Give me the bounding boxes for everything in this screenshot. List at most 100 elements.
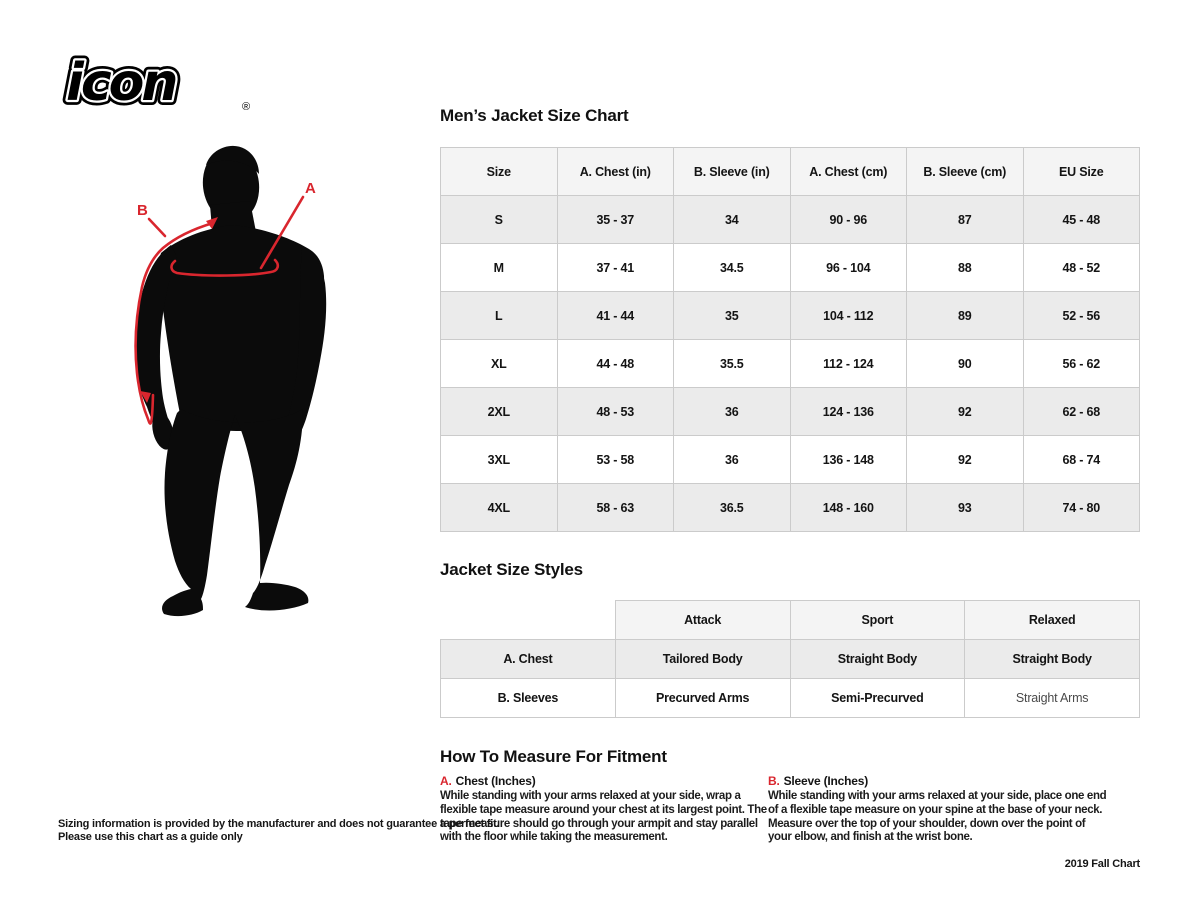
header-row: Size A. Chest (in) B. Sleeve (in) A. Chest … [440, 147, 1140, 196]
table-row: M 37 - 41 34.5 96 - 104 88 48 - 52 [440, 243, 1140, 292]
disclaimer-line-2: Please use this chart as a guide only [58, 831, 243, 843]
arrowheads [140, 217, 218, 403]
measure-label-a: A. [440, 774, 452, 788]
row-header-cell: B. Sleeves [440, 678, 616, 718]
data-cell: 34 [673, 195, 791, 244]
data-cell: 53 - 58 [556, 435, 674, 484]
a-pointer-line [259, 195, 305, 270]
data-cell: 96 - 104 [789, 243, 907, 292]
data-cell: 90 - 96 [789, 195, 907, 244]
table-row: L 41 - 44 35 104 - 112 89 52 - 56 [440, 291, 1140, 340]
data-cell: 37 - 41 [556, 243, 674, 292]
blank-header-cell [440, 600, 616, 640]
table-row: A. Chest Tailored Body Straight Body Straig… [440, 639, 1140, 679]
logo-outer-outline: icon [66, 53, 175, 113]
right-arm [284, 247, 327, 445]
data-cell: 41 - 44 [556, 291, 674, 340]
silhouette-shapes [134, 145, 327, 617]
chart-version: 2019 Fall Chart [1064, 858, 1140, 870]
data-cell: 52 - 56 [1022, 291, 1140, 340]
data-cell: 136 - 148 [789, 435, 907, 484]
data-cell: 87 [906, 195, 1024, 244]
data-cell: Semi-Precurved [789, 678, 966, 718]
label-b: B [137, 202, 148, 219]
data-cell: 68 - 74 [1022, 435, 1140, 484]
table-row: B. Sleeves Precurved Arms Semi-Precurved St… [440, 678, 1140, 718]
data-cell: 56 - 62 [1022, 339, 1140, 388]
sleeve-measure-line [134, 221, 215, 425]
data-cell: 104 - 112 [789, 291, 907, 340]
style-chart-table: Attack Sport Relaxed A. Chest Tailored Body… [440, 600, 1140, 718]
table-row: S 35 - 37 34 90 - 96 87 45 - 48 [440, 195, 1140, 244]
icon-brand-logo: icon icon icon ® [61, 52, 250, 116]
column-header: A. Chest (cm) [789, 147, 907, 196]
data-cell: Straight Body [964, 639, 1140, 679]
data-cell: 92 [906, 387, 1024, 436]
measure-heading-sleeve: B. Sleeve (Inches) [768, 774, 1108, 788]
table-row: XL 44 - 48 35.5 112 - 124 90 56 - 62 [440, 339, 1140, 388]
data-cell: 44 - 48 [556, 339, 674, 388]
measure-label-b: B. [768, 774, 780, 788]
data-cell: 48 - 52 [1022, 243, 1140, 292]
disclaimer-line-1: Sizing information is provided by the ma… [58, 818, 500, 830]
hair [206, 145, 259, 174]
data-cell: 35.5 [673, 339, 791, 388]
data-cell: 36.5 [673, 483, 791, 532]
data-cell: 48 - 53 [556, 387, 674, 436]
size-chart-table: Size A. Chest (in) B. Sleeve (in) A. Chest … [440, 147, 1140, 532]
data-cell: 62 - 68 [1022, 387, 1140, 436]
label-a: A [305, 180, 316, 197]
measure-instructions-chest: A. Chest (Inches) While standing with you… [440, 774, 767, 845]
header-row: Attack Sport Relaxed [440, 600, 1140, 640]
measure-section-title: How To Measure For Fitment [440, 747, 667, 766]
row-header-cell: L [440, 291, 558, 340]
torso [159, 225, 325, 431]
column-header: Relaxed [964, 600, 1140, 640]
data-cell: 148 - 160 [789, 483, 907, 532]
logo-inner-outline: icon [66, 53, 175, 113]
column-header: B. Sleeve (in) [673, 147, 791, 196]
measure-heading-chest-text: Chest (Inches) [455, 774, 536, 788]
table-row: 3XL 53 - 58 36 136 - 148 92 68 - 74 [440, 435, 1140, 484]
chest-measure-line [170, 258, 280, 277]
column-header: Sport [789, 600, 966, 640]
data-cell: 88 [906, 243, 1024, 292]
data-cell: 35 [673, 291, 791, 340]
row-header-cell: 2XL [440, 387, 558, 436]
data-cell: Tailored Body [614, 639, 791, 679]
data-cell: 45 - 48 [1022, 195, 1140, 244]
data-cell: 36 [673, 435, 791, 484]
measure-labels: B A [137, 180, 316, 219]
data-cell: 124 - 136 [789, 387, 907, 436]
data-cell: 112 - 124 [789, 339, 907, 388]
left-hand [152, 412, 174, 450]
data-cell: 34.5 [673, 243, 791, 292]
data-cell: 58 - 63 [556, 483, 674, 532]
data-cell: 74 - 80 [1022, 483, 1140, 532]
row-header-cell: 4XL [440, 483, 558, 532]
column-header: B. Sleeve (cm) [906, 147, 1024, 196]
column-header: EU Size [1022, 147, 1140, 196]
column-header: A. Chest (in) [556, 147, 674, 196]
male-silhouette-figure: B A [134, 145, 327, 617]
measurement-guides [134, 195, 305, 425]
row-header-cell: S [440, 195, 558, 244]
measure-body-sleeve: While standing with your arms relaxed at… [768, 790, 1107, 844]
row-header-cell: A. Chest [440, 639, 616, 679]
neck-arrowhead [206, 217, 218, 229]
table-row: 4XL 58 - 63 36.5 148 - 160 93 74 - 80 [440, 483, 1140, 532]
data-cell: 93 [906, 483, 1024, 532]
table-row: 2XL 48 - 53 36 124 - 136 92 62 - 68 [440, 387, 1140, 436]
column-header: Attack [614, 600, 791, 640]
data-cell: Precurved Arms [614, 678, 791, 718]
data-cell: 35 - 37 [556, 195, 674, 244]
row-header-cell: 3XL [440, 435, 558, 484]
measure-heading-chest: A. Chest (Inches) [440, 774, 767, 788]
data-cell: 89 [906, 291, 1024, 340]
size-chart-title: Men’s Jacket Size Chart [440, 106, 629, 125]
data-cell: 92 [906, 435, 1024, 484]
data-cell: Straight Arms [964, 678, 1140, 718]
registered-trademark-symbol: ® [242, 101, 250, 113]
data-cell: 36 [673, 387, 791, 436]
data-cell: Straight Body [789, 639, 966, 679]
